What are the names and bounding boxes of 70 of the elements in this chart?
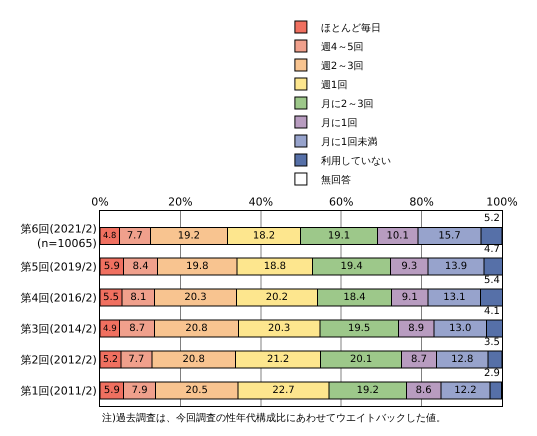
legend-label: 無回答 <box>320 174 351 186</box>
data-label: 19.2 <box>356 385 379 396</box>
data-label: 13.1 <box>443 292 466 304</box>
data-label: 18.2 <box>252 230 276 242</box>
data-label: 3.5 <box>484 337 500 348</box>
text: 注)過去調査は、今回調査の性年代構成比にあわせてウエイトバックした値。 <box>102 412 446 424</box>
legend-label: ほとんど毎日 <box>320 22 381 34</box>
data-label: 8.9 <box>408 323 424 334</box>
data-label: 19.4 <box>340 261 363 272</box>
data-label: 5.9 <box>104 385 120 396</box>
legend-label: 利用していない <box>320 154 391 167</box>
y-tick-label: 第2回(2012/2) <box>20 353 97 366</box>
data-label: 7.7 <box>126 230 143 242</box>
data-label: 8.7 <box>411 354 427 366</box>
data-label: 5.5 <box>103 292 120 304</box>
data-label: 4.7 <box>484 244 500 255</box>
data-label: 12.8 <box>451 354 474 366</box>
data-label: 20.1 <box>350 354 372 366</box>
y-tick-label: 第5回(2019/2) <box>20 260 97 274</box>
data-label: 7.7 <box>128 354 144 366</box>
data-label: 20.5 <box>186 385 208 396</box>
data-label: 13.0 <box>449 323 472 334</box>
data-label: 8.1 <box>130 292 146 304</box>
data-label: 20.2 <box>266 292 288 304</box>
x-tick-label: 60% <box>328 196 354 209</box>
data-label: 4.8 <box>103 230 116 240</box>
data-label: 4.1 <box>484 306 500 317</box>
legend-label: 月に1回未満 <box>320 136 378 148</box>
y-tick-label: 第4回(2016/2) <box>20 292 97 305</box>
x-tick-label: 80% <box>409 196 434 209</box>
data-label: 10.1 <box>386 230 409 242</box>
data-label: 18.8 <box>264 261 286 272</box>
x-tick-label: 40% <box>248 196 274 209</box>
x-tick-label: 100% <box>486 196 518 209</box>
legend-label: 週1回 <box>320 80 348 91</box>
data-label: 22.7 <box>272 385 295 396</box>
data-label: 20.8 <box>182 354 205 366</box>
data-label: 20.8 <box>185 323 208 334</box>
data-label: 20.3 <box>184 292 207 304</box>
data-label: 5.2 <box>103 354 118 365</box>
y-tick-label: 第3回(2014/2) <box>20 322 97 336</box>
data-label: 7.9 <box>132 385 148 396</box>
legend-label: 週2～3回 <box>320 60 364 72</box>
data-label: 5.4 <box>484 275 500 286</box>
x-tick-label: 20% <box>168 196 193 209</box>
data-label: 21.2 <box>266 354 290 366</box>
data-label: 9.1 <box>402 292 418 304</box>
legend-label: 月に1回 <box>320 118 358 129</box>
data-label: 8.6 <box>416 385 432 396</box>
data-label: 18.4 <box>343 292 366 304</box>
data-label: 8.7 <box>129 323 146 334</box>
data-label: 12.2 <box>454 385 477 396</box>
data-label: 5.2 <box>484 213 500 224</box>
data-label: 19.8 <box>186 261 208 272</box>
data-label: 8.4 <box>132 261 149 272</box>
data-label: 5.9 <box>104 261 120 272</box>
x-tick-label: 0% <box>91 196 109 209</box>
data-label: 19.2 <box>178 230 200 242</box>
data-label: 13.9 <box>444 261 468 272</box>
legend-label: 月に2～3回 <box>320 98 374 110</box>
data-label: 4.9 <box>103 324 117 334</box>
y-tick-label: 第6回(2021/2) (n=10065) <box>20 222 97 250</box>
legend-label: 週4～5回 <box>320 42 364 53</box>
data-label: 19.1 <box>328 230 350 242</box>
data-label: 15.7 <box>438 230 461 242</box>
data-label: 20.3 <box>268 323 290 334</box>
data-label: 19.5 <box>348 323 370 334</box>
data-label: 9.3 <box>401 261 418 272</box>
data-label: 2.9 <box>484 368 500 379</box>
y-tick-label: 第1回(2011/2) <box>20 384 97 398</box>
